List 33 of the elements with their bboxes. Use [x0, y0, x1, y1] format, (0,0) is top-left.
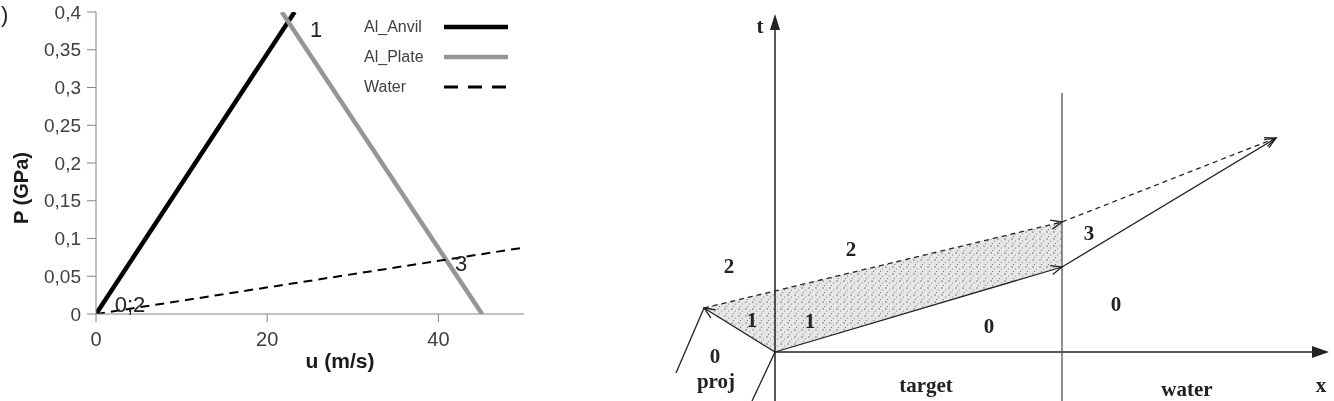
y-tick-label: 0,4 — [54, 1, 82, 23]
legend-label: Al_Plate — [364, 47, 424, 66]
legend-label: Al_Anvil — [364, 17, 422, 36]
y-tick-label: 0,25 — [44, 114, 81, 136]
y-tick-label: 0 — [70, 303, 81, 325]
text: 2 — [723, 254, 735, 278]
x-tick-label: 0 — [90, 328, 102, 351]
text: 0 — [1110, 292, 1122, 316]
y-tick-label: 0,35 — [44, 39, 81, 61]
x-tick-label: 40 — [427, 328, 450, 351]
x-axis-title: u (m/s) — [305, 348, 375, 372]
annotation: 0;2 — [114, 291, 146, 317]
text: t — [756, 14, 764, 38]
x-tick-label: 20 — [256, 328, 279, 351]
text: water — [1161, 377, 1213, 401]
y-tick-label: 0,2 — [54, 152, 81, 174]
text: x — [1315, 373, 1327, 397]
text: 1 — [746, 308, 758, 332]
y-tick-label: 0,1 — [54, 228, 81, 250]
y-tick-label: 0,15 — [44, 190, 81, 212]
y-axis-title: P (GPa) — [10, 152, 32, 224]
annotation: 1 — [309, 16, 323, 42]
text: target — [899, 373, 953, 397]
y-tick-label: 0,05 — [44, 265, 81, 287]
text: proj — [696, 369, 736, 393]
text: 1 — [804, 309, 816, 333]
legend-label: Water — [364, 77, 407, 95]
text: 2 — [845, 237, 857, 261]
y-tick-label: 0,3 — [54, 77, 81, 99]
text: 3 — [1083, 221, 1095, 245]
annotation: 3 — [454, 250, 468, 276]
text: ) — [1, 1, 9, 27]
text: 0 — [709, 344, 721, 368]
